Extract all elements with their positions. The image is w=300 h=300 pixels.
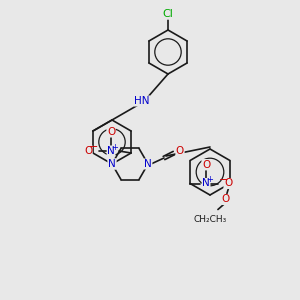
Text: O: O [176, 146, 184, 156]
Text: O: O [84, 146, 92, 156]
Text: O: O [222, 194, 230, 205]
Text: N: N [107, 146, 115, 156]
Text: CH₂CH₃: CH₂CH₃ [193, 215, 226, 224]
Text: Cl: Cl [163, 9, 173, 19]
Text: +: + [112, 142, 118, 152]
Text: N: N [144, 159, 152, 169]
Text: −: − [218, 175, 228, 184]
Text: −: − [88, 142, 98, 152]
Text: O: O [224, 178, 232, 188]
Text: O: O [107, 127, 115, 137]
Text: N: N [202, 178, 210, 188]
Text: +: + [207, 175, 214, 184]
Text: N: N [108, 159, 116, 169]
Text: O: O [202, 160, 210, 170]
Text: N: N [108, 159, 116, 169]
Text: HN: HN [134, 96, 150, 106]
